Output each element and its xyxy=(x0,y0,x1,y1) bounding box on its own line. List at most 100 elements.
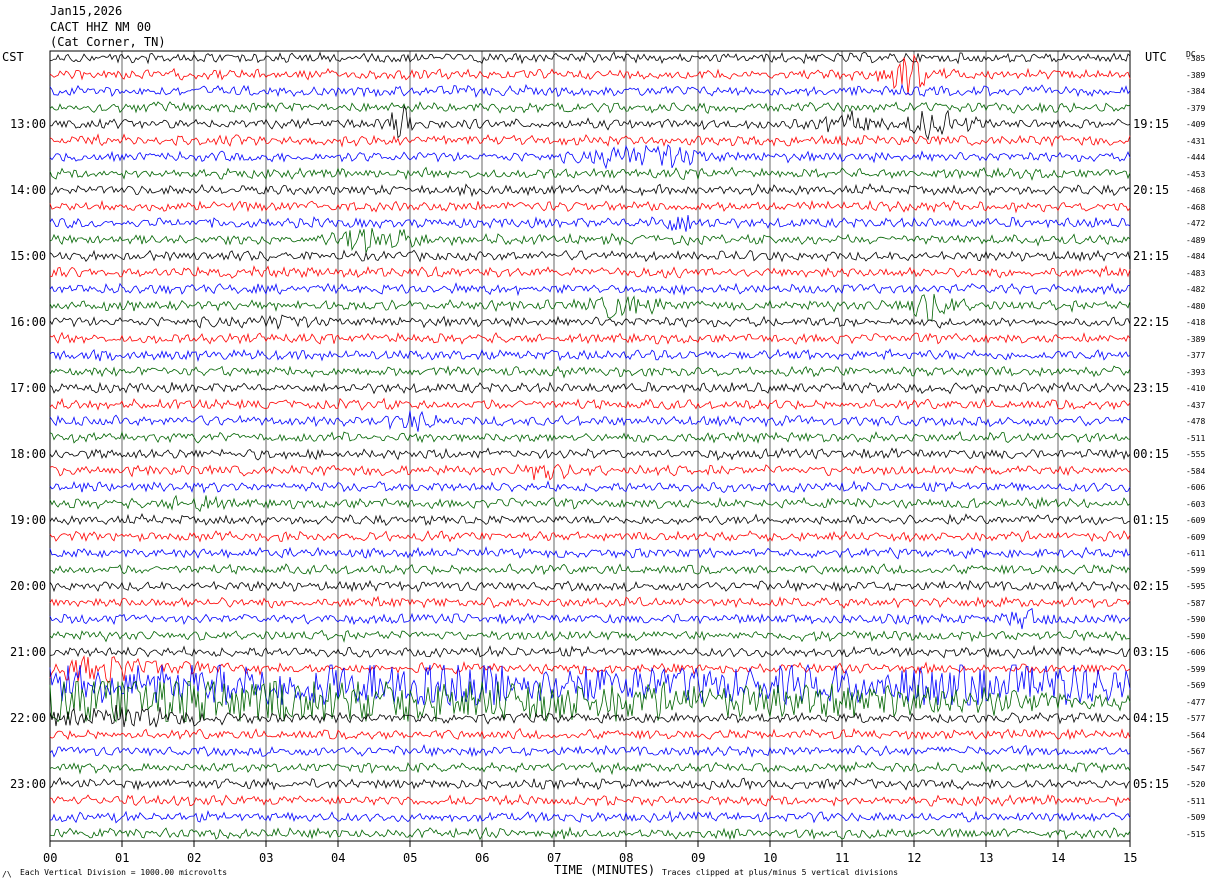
corner-mark: /\ xyxy=(2,870,12,879)
x-tick-label: 09 xyxy=(691,851,706,865)
hour-label-utc: 20:15 xyxy=(1133,183,1170,197)
trace-line xyxy=(49,331,1131,345)
dc-offset-label: -389 xyxy=(1186,70,1206,80)
trace-line xyxy=(49,810,1131,824)
trace-line xyxy=(49,579,1131,593)
trace-line xyxy=(49,480,1131,494)
trace-line xyxy=(49,826,1131,841)
trace-line xyxy=(49,105,1131,141)
hour-label-utc: 22:15 xyxy=(1133,315,1170,329)
x-axis-label: TIME (MINUTES) xyxy=(554,863,656,877)
hour-label-utc: 23:15 xyxy=(1133,381,1170,395)
dc-offset-label: -599 xyxy=(1186,664,1206,674)
dc-offset-label: -520 xyxy=(1186,780,1206,789)
trace-line xyxy=(49,727,1131,741)
header-date: Jan15,2026 xyxy=(50,4,123,18)
dc-offset-label: -515 xyxy=(1186,829,1206,839)
dc-offset-label: -609 xyxy=(1186,532,1206,542)
dc-offset-label: -444 xyxy=(1186,153,1206,162)
plot-frame xyxy=(49,50,1131,842)
x-tick-label: 08 xyxy=(619,851,634,865)
dc-offset-label: -599 xyxy=(1186,565,1206,575)
trace-line xyxy=(49,410,1130,432)
hour-label-utc: 05:15 xyxy=(1133,777,1170,791)
dc-offset-label: -590 xyxy=(1186,615,1206,624)
dc-offset-label: -468 xyxy=(1186,202,1206,212)
trace-line xyxy=(49,760,1131,776)
division-note: Each Vertical Division = 1000.00 microvo… xyxy=(20,868,228,877)
x-tick-label: 01 xyxy=(115,851,130,865)
dc-offset-label: -547 xyxy=(1186,763,1206,773)
trace-line xyxy=(49,629,1131,643)
trace-line xyxy=(49,381,1131,395)
trace-line xyxy=(49,663,1131,706)
trace-line xyxy=(49,595,1131,609)
dc-title: DC xyxy=(1186,50,1196,59)
trace-line xyxy=(49,430,1131,444)
hour-label-utc: 21:15 xyxy=(1133,249,1170,263)
trace-line xyxy=(49,777,1131,791)
right-axis-title: UTC xyxy=(1145,50,1167,64)
trace-line xyxy=(49,83,1131,98)
hour-label-cst: 23:00 xyxy=(10,777,47,791)
dc-offset-label: -595 xyxy=(1186,582,1206,591)
dc-offset-label: -564 xyxy=(1186,730,1206,740)
dc-offset-label: -389 xyxy=(1186,334,1206,344)
hour-label-utc: 01:15 xyxy=(1133,513,1170,527)
hour-label-cst: 22:00 xyxy=(10,711,47,725)
dc-offset-label: -480 xyxy=(1186,301,1206,311)
dc-offset-label: -489 xyxy=(1186,235,1206,245)
dc-offset-label: -377 xyxy=(1186,351,1206,360)
trace-line xyxy=(49,607,1131,630)
trace-line xyxy=(49,228,1131,254)
dc-offset-label: -509 xyxy=(1186,813,1206,822)
dc-offset-label: -609 xyxy=(1186,516,1206,525)
hour-label-cst: 14:00 xyxy=(10,183,47,197)
trace-line xyxy=(49,282,1131,297)
trace-line xyxy=(49,314,1131,330)
x-tick-label: 06 xyxy=(475,851,490,865)
trace-line xyxy=(49,463,1131,481)
trace-line xyxy=(49,365,1131,379)
header-station: CACT HHZ NM 00 xyxy=(50,20,152,34)
dc-offset-label: -484 xyxy=(1186,252,1206,261)
trace-line xyxy=(49,215,1131,232)
dc-offset-label: -511 xyxy=(1186,433,1206,443)
dc-offset-label: -567 xyxy=(1186,747,1206,756)
dc-offset-label: -606 xyxy=(1186,483,1206,492)
dc-offset-label: -477 xyxy=(1186,697,1206,707)
left-axis-title: CST xyxy=(2,50,24,64)
hour-label-cst: 19:00 xyxy=(10,513,47,527)
dc-offset-label: -590 xyxy=(1186,631,1206,641)
dc-offset-label: -410 xyxy=(1186,384,1206,393)
dc-offset-label: -385 xyxy=(1186,54,1206,63)
x-tick-label: 07 xyxy=(547,851,562,865)
hour-label-cst: 21:00 xyxy=(10,645,47,659)
trace-line xyxy=(49,265,1131,279)
trace-line xyxy=(49,680,1131,723)
trace-line xyxy=(49,744,1131,758)
x-tick-label: 15 xyxy=(1123,851,1138,865)
trace-line xyxy=(49,166,1131,181)
trace-line xyxy=(49,133,1131,148)
trace-line xyxy=(49,348,1131,363)
hour-label-cst: 13:00 xyxy=(10,117,47,131)
trace-line xyxy=(49,51,1131,65)
dc-offset-label: -379 xyxy=(1186,103,1206,113)
trace-line xyxy=(49,644,1131,659)
clip-note: Traces clipped at plus/minus 5 vertical … xyxy=(662,868,899,877)
dc-offset-label: -584 xyxy=(1186,466,1206,476)
trace-line xyxy=(49,53,1131,95)
dc-offset-label: -483 xyxy=(1186,268,1206,278)
x-tick-label: 04 xyxy=(331,851,346,865)
header-location: (Cat Corner, TN) xyxy=(50,35,166,49)
trace-line xyxy=(49,546,1131,560)
dc-offset-label: -606 xyxy=(1186,648,1206,657)
trace-line xyxy=(49,144,1131,170)
hour-label-cst: 18:00 xyxy=(10,447,47,461)
dc-offset-label: -418 xyxy=(1186,318,1206,327)
trace-line xyxy=(49,513,1131,526)
hour-label-utc: 02:15 xyxy=(1133,579,1170,593)
trace-line xyxy=(49,183,1131,198)
x-tick-label: 05 xyxy=(403,851,418,865)
